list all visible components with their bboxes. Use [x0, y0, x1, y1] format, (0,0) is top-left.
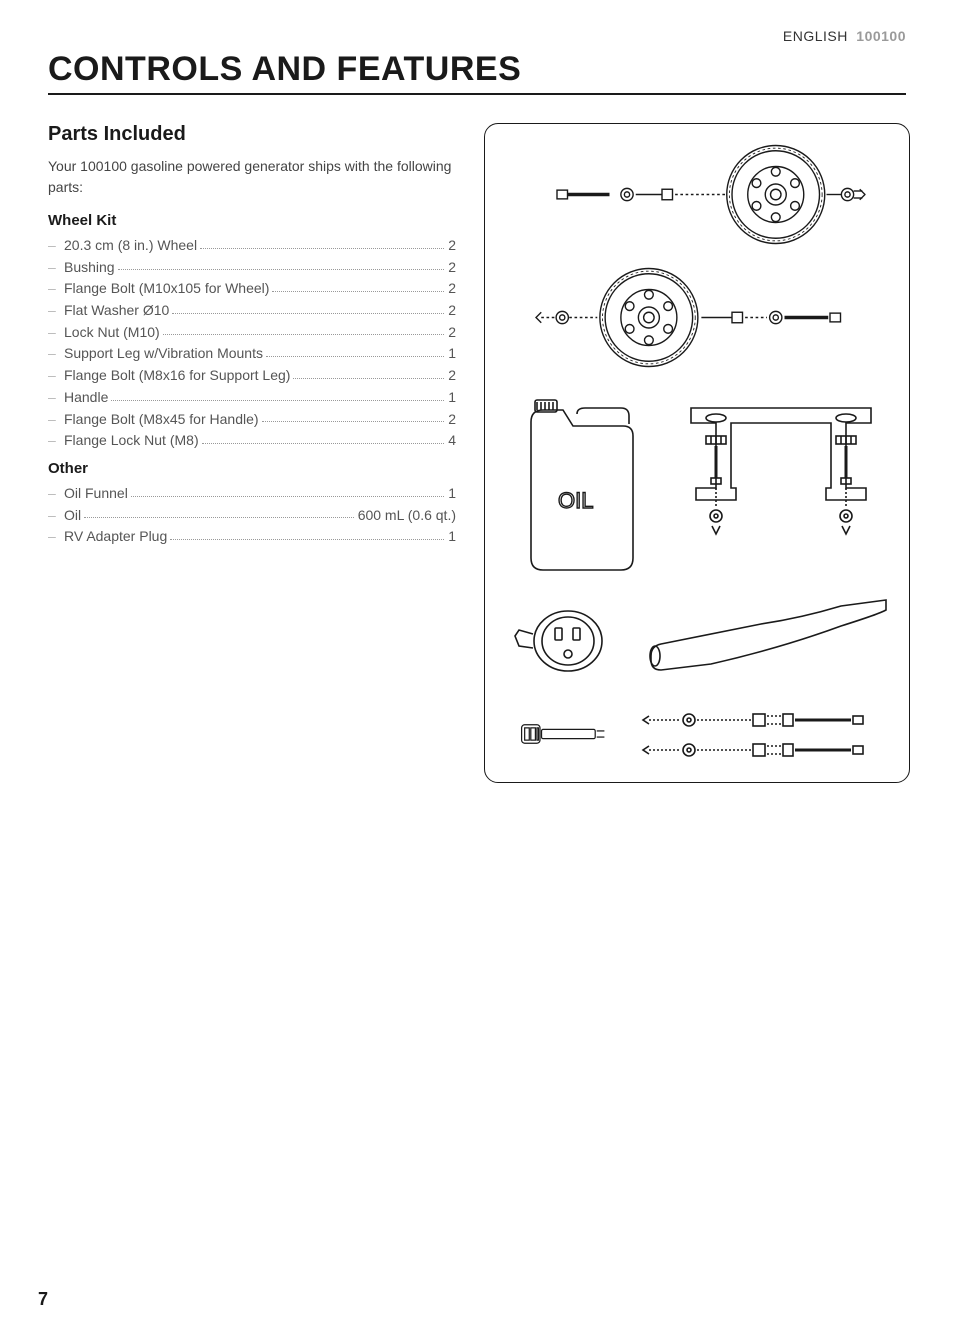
- parts-section-1: Other –Oil Funnel 1 –Oil 600 mL (0.6 qt.) …: [48, 460, 456, 548]
- leader-dots: [200, 248, 444, 249]
- page-title: CONTROLS AND FEATURES: [48, 50, 906, 95]
- list-item: –RV Adapter Plug 1: [48, 526, 456, 548]
- support-leg-icon: [671, 388, 891, 578]
- dash-icon: –: [48, 387, 64, 409]
- leader-dots: [163, 334, 445, 335]
- part-qty: 1: [448, 343, 456, 365]
- dash-icon: –: [48, 300, 64, 322]
- leader-dots: [262, 421, 445, 422]
- list-item: –Flange Lock Nut (M8) 4: [48, 430, 456, 452]
- parts-list-other: –Oil Funnel 1 –Oil 600 mL (0.6 qt.) –RV Ad…: [48, 483, 456, 548]
- part-qty: 600 mL (0.6 qt.): [358, 505, 456, 527]
- dash-icon: –: [48, 343, 64, 365]
- part-label: Flange Bolt (M8x45 for Handle): [64, 409, 259, 431]
- list-item: –20.3 cm (8 in.) Wheel 2: [48, 235, 456, 257]
- left-column: Parts Included Your 100100 gasoline powe…: [48, 123, 456, 548]
- list-item: –Oil Funnel 1: [48, 483, 456, 505]
- list-item: –Handle 1: [48, 387, 456, 409]
- part-qty: 2: [448, 365, 456, 387]
- part-qty: 2: [448, 235, 456, 257]
- language-label: ENGLISH: [783, 28, 848, 44]
- section-heading: Other: [48, 460, 456, 477]
- subtitle: Parts Included: [48, 123, 456, 146]
- part-qty: 1: [448, 526, 456, 548]
- leader-dots: [202, 443, 445, 444]
- leader-dots: [131, 496, 444, 497]
- dash-icon: –: [48, 526, 64, 548]
- list-item: –Flat Washer Ø10 2: [48, 300, 456, 322]
- dash-icon: –: [48, 483, 64, 505]
- list-item: –Flange Bolt (M10x105 for Wheel) 2: [48, 278, 456, 300]
- part-qty: 1: [448, 387, 456, 409]
- part-qty: 2: [448, 322, 456, 344]
- leader-dots: [111, 400, 444, 401]
- part-qty: 2: [448, 257, 456, 279]
- dash-icon: –: [48, 505, 64, 527]
- part-label: Flange Bolt (M10x105 for Wheel): [64, 278, 269, 300]
- leader-dots: [84, 517, 354, 518]
- list-item: –Lock Nut (M10) 2: [48, 322, 456, 344]
- leader-dots: [172, 313, 444, 314]
- part-label: Flat Washer Ø10: [64, 300, 169, 322]
- leader-dots: [118, 269, 445, 270]
- leader-dots: [272, 291, 444, 292]
- wheel-and-bolt-top-icon: [503, 142, 891, 247]
- part-label: Bushing: [64, 257, 115, 279]
- rv-adapter-plug-icon: [503, 596, 623, 686]
- list-item: –Flange Bolt (M8x16 for Support Leg) 2: [48, 365, 456, 387]
- oil-container-icon: OIL: [503, 388, 653, 578]
- header-language-model: ENGLISH 100100: [48, 28, 906, 44]
- illustration-box: OIL: [484, 123, 910, 783]
- dash-icon: –: [48, 235, 64, 257]
- page-number: 7: [38, 1289, 48, 1310]
- list-item: –Bushing 2: [48, 257, 456, 279]
- dash-icon: –: [48, 322, 64, 344]
- handle-bolts-icon: [641, 704, 891, 764]
- intro-text: Your 100100 gasoline powered generator s…: [48, 156, 456, 198]
- part-label: RV Adapter Plug: [64, 526, 167, 548]
- part-label: Lock Nut (M10): [64, 322, 160, 344]
- part-label: Oil Funnel: [64, 483, 128, 505]
- leader-dots: [293, 378, 444, 379]
- section-heading: Wheel Kit: [48, 212, 456, 229]
- leader-dots: [266, 356, 444, 357]
- parts-list-wheel-kit: –20.3 cm (8 in.) Wheel2 –Bushing2 –Flang…: [48, 235, 456, 452]
- right-column: OIL: [484, 123, 910, 783]
- list-item: –Flange Bolt (M8x45 for Handle) 2: [48, 409, 456, 431]
- oil-funnel-icon: [641, 596, 891, 686]
- list-item: –Oil 600 mL (0.6 qt.): [48, 505, 456, 527]
- dash-icon: –: [48, 365, 64, 387]
- part-label: Oil: [64, 505, 81, 527]
- part-qty: 1: [448, 483, 456, 505]
- parts-section-0: Wheel Kit –20.3 cm (8 in.) Wheel2 –Bushi…: [48, 212, 456, 452]
- part-qty: 2: [448, 409, 456, 431]
- part-label: Flange Lock Nut (M8): [64, 430, 199, 452]
- part-qty: 2: [448, 278, 456, 300]
- leader-dots: [170, 539, 444, 540]
- oil-label: OIL: [558, 488, 593, 513]
- wheel-and-bolt-bottom-icon: [503, 265, 891, 370]
- dash-icon: –: [48, 430, 64, 452]
- content-columns: Parts Included Your 100100 gasoline powe…: [48, 123, 906, 783]
- part-label: Support Leg w/Vibration Mounts: [64, 343, 263, 365]
- part-qty: 4: [448, 430, 456, 452]
- model-number: 100100: [856, 28, 906, 44]
- part-label: Handle: [64, 387, 108, 409]
- handle-icon: [503, 711, 623, 757]
- dash-icon: –: [48, 278, 64, 300]
- part-label: Flange Bolt (M8x16 for Support Leg): [64, 365, 290, 387]
- dash-icon: –: [48, 409, 64, 431]
- part-label: 20.3 cm (8 in.) Wheel: [64, 235, 197, 257]
- dash-icon: –: [48, 257, 64, 279]
- list-item: –Support Leg w/Vibration Mounts 1: [48, 343, 456, 365]
- part-qty: 2: [448, 300, 456, 322]
